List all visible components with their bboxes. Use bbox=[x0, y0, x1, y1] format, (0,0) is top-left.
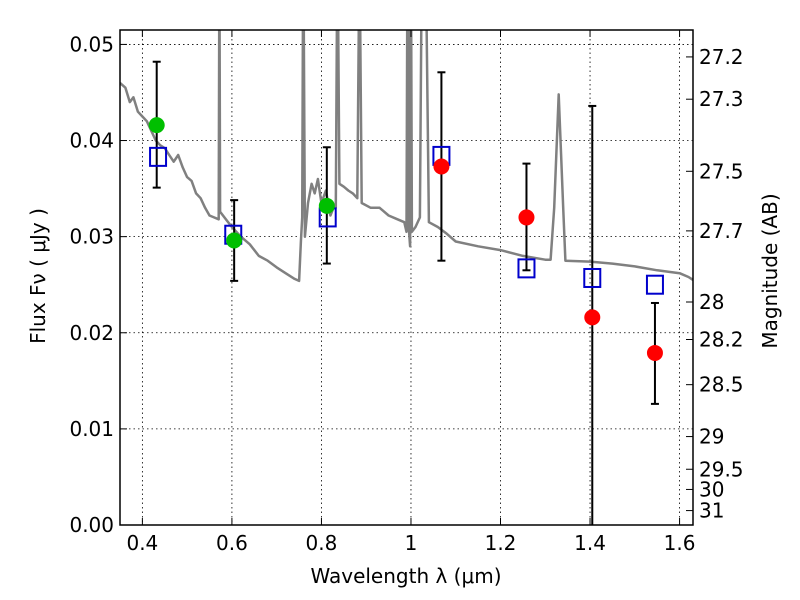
observed-point-red bbox=[584, 309, 601, 326]
right-tick-label: 27.5 bbox=[699, 159, 744, 183]
observed-point-green bbox=[318, 197, 335, 214]
observed-point-green bbox=[226, 232, 243, 249]
y-tick-label: 0.04 bbox=[69, 129, 114, 153]
right-tick-label: 28.5 bbox=[699, 373, 744, 397]
x-axis-label: Wavelength λ (μm) bbox=[310, 564, 501, 588]
x-tick-label: 1.6 bbox=[664, 531, 696, 555]
y-tick-label: 0.05 bbox=[69, 32, 114, 56]
axes: 0.4 0.6 0.8 1 1.2 1.4 1.6 0.00 0.01 0.02 0.03 0.04 0… bbox=[69, 30, 744, 555]
right-tick-label: 27.7 bbox=[699, 219, 744, 243]
observed-point-red bbox=[433, 158, 450, 175]
right-tick-label: 29 bbox=[699, 425, 724, 449]
x-tick-label: 0.8 bbox=[306, 531, 338, 555]
observed-point-green bbox=[148, 117, 165, 134]
x-tick-label: 1 bbox=[405, 531, 418, 555]
model-photometry-square bbox=[583, 267, 602, 288]
right-tick-label: 29.5 bbox=[699, 457, 744, 481]
model-sed-line bbox=[120, 30, 693, 283]
right-tick-label: 31 bbox=[699, 499, 724, 523]
y-tick-label: 0.01 bbox=[69, 417, 114, 441]
x-tick-label: 1.2 bbox=[485, 531, 517, 555]
plot-frame bbox=[119, 29, 694, 526]
model-photometry-square bbox=[517, 258, 536, 279]
y-axis-label: Flux Fν ( μJy ) bbox=[26, 208, 50, 344]
observed-points-layer bbox=[148, 117, 663, 361]
right-tick-label: 27.2 bbox=[699, 45, 744, 69]
model-photometry-square bbox=[149, 146, 168, 167]
right-tick-label: 28.2 bbox=[699, 327, 744, 351]
y-tick-label: 0.03 bbox=[69, 225, 114, 249]
x-tick-label: 1.4 bbox=[574, 531, 606, 555]
model-photometry-square bbox=[645, 274, 664, 295]
y-tick-label: 0.02 bbox=[69, 321, 114, 345]
right-tick-label: 30 bbox=[699, 477, 724, 501]
right-tick-label: 28 bbox=[699, 290, 724, 314]
observed-point-red bbox=[646, 344, 663, 361]
right-tick-label: 27.3 bbox=[699, 87, 744, 111]
x-tick-label: 0.4 bbox=[126, 531, 158, 555]
x-tick-label: 0.6 bbox=[216, 531, 248, 555]
right-axis-label: Magnitude (AB) bbox=[758, 193, 782, 348]
model-sed-layer bbox=[120, 30, 693, 283]
y-tick-label: 0.00 bbox=[69, 513, 114, 537]
observed-point-red bbox=[518, 209, 535, 226]
